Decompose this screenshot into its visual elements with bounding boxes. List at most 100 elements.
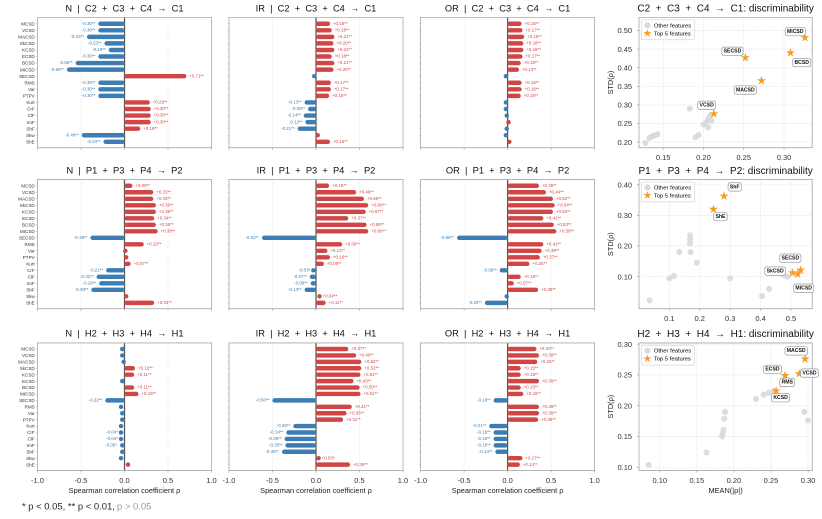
svg-text:0.0: 0.0 [119, 476, 129, 485]
svg-text:+0.36**: +0.36** [159, 209, 174, 214]
svg-text:MCSD: MCSD [21, 347, 35, 352]
svg-text:-0.30**: -0.30** [82, 80, 96, 85]
svg-text:0.2: 0.2 [695, 314, 705, 323]
svg-text:-0.35**: -0.35** [269, 442, 283, 447]
svg-text:-0.50**: -0.50** [256, 398, 270, 403]
svg-text:+0.35**: +0.35** [541, 417, 556, 422]
svg-text:IR | H2 + H3 + H4 → H1: IR | H2 + H3 + H4 → H1 [256, 329, 377, 339]
svg-text:+0.60**: +0.60** [371, 228, 386, 233]
svg-text:MICSD: MICSD [20, 229, 35, 234]
svg-text:-0.03*: -0.03* [299, 267, 311, 272]
svg-text:0.20: 0.20 [617, 401, 632, 410]
svg-text:+0.16**: +0.16** [525, 86, 540, 91]
svg-text:Var: Var [28, 411, 35, 416]
svg-text:-0.49**: -0.49** [65, 132, 79, 137]
svg-text:+0.20**: +0.20** [336, 67, 351, 72]
svg-text:KCSD: KCSD [773, 395, 788, 401]
svg-text:+0.16**: +0.16** [333, 139, 348, 144]
svg-text:0.5: 0.5 [163, 476, 173, 485]
svg-text:-0.38**: -0.38** [75, 287, 89, 292]
svg-text:Skw: Skw [26, 456, 35, 461]
svg-text:-0.21**: -0.21** [473, 423, 487, 428]
svg-text:+0.53**: +0.53** [557, 222, 572, 227]
svg-text:ECSD: ECSD [22, 54, 35, 59]
svg-text:0.25: 0.25 [736, 153, 751, 162]
svg-text:+0.09**: +0.09** [327, 261, 342, 266]
svg-text:+0.15**: +0.15** [524, 365, 539, 370]
svg-text:-1.0: -1.0 [223, 476, 236, 485]
svg-text:0.25: 0.25 [617, 371, 632, 380]
svg-text:RMS: RMS [25, 80, 35, 85]
svg-text:+0.15**: +0.15** [524, 274, 539, 279]
svg-text:BCSD: BCSD [794, 60, 809, 66]
svg-text:0.30: 0.30 [617, 211, 632, 220]
svg-text:0.10: 0.10 [617, 463, 632, 472]
svg-text:VCSD: VCSD [22, 190, 35, 195]
svg-text:-0.5: -0.5 [75, 476, 88, 485]
svg-text:-0.18**: -0.18** [92, 47, 106, 52]
svg-text:KCSD: KCSD [22, 372, 35, 377]
svg-text:+0.37**: +0.37** [351, 215, 366, 220]
svg-text:-0.14**: -0.14** [479, 449, 493, 454]
svg-text:+0.13**: +0.13** [522, 67, 537, 72]
svg-text:-0.30**: -0.30** [82, 27, 96, 32]
svg-text:Other features: Other features [654, 185, 691, 191]
svg-text:+0.15**: +0.15** [524, 60, 539, 65]
svg-text:BCSD: BCSD [22, 385, 35, 390]
svg-text:+0.39**: +0.39** [545, 248, 560, 253]
svg-text:ShF: ShF [730, 184, 740, 190]
svg-text:0.20: 0.20 [617, 242, 632, 251]
svg-text:ShF: ShF [26, 449, 35, 454]
svg-text:PTPV: PTPV [23, 94, 36, 99]
svg-text:MACSD: MACSD [736, 87, 755, 93]
svg-text:+0.36**: +0.36** [542, 378, 557, 383]
svg-text:+0.52**: +0.52** [364, 365, 379, 370]
svg-text:Var: Var [28, 87, 35, 92]
svg-text:+0.14**: +0.14** [523, 462, 538, 467]
svg-text:ShE: ShE [715, 214, 726, 220]
svg-text:+0.33**: +0.33** [539, 346, 554, 351]
svg-text:+0.17**: +0.17** [525, 455, 540, 460]
svg-text:+0.41**: +0.41** [546, 215, 561, 220]
svg-text:0.0: 0.0 [502, 476, 512, 485]
svg-text:0.1: 0.1 [664, 314, 674, 323]
svg-text:+0.36**: +0.36** [159, 202, 174, 207]
svg-text:+0.18**: +0.18** [335, 27, 350, 32]
svg-text:+0.17**: +0.17** [525, 27, 540, 32]
svg-text:RMS: RMS [25, 242, 35, 247]
svg-text:Other features: Other features [654, 349, 691, 355]
svg-text:STD(ρ): STD(ρ) [606, 395, 615, 419]
svg-text:1.0: 1.0 [589, 476, 599, 485]
svg-text:VCSD: VCSD [22, 353, 35, 358]
svg-text:+0.44**: +0.44** [549, 189, 564, 194]
svg-text:+0.17**: +0.17** [525, 54, 540, 59]
svg-text:-0.06**: -0.06** [294, 280, 308, 285]
svg-text:H2 + H3 + H4 → H1: discr: H2 + H3 + H4 → H1: discriminability [637, 329, 813, 340]
svg-text:+0.58**: +0.58** [370, 222, 385, 227]
svg-text:+0.18**: +0.18** [526, 47, 541, 52]
svg-text:+0.52**: +0.52** [364, 359, 379, 364]
svg-text:-0.13**: -0.13** [288, 287, 302, 292]
svg-text:+0.15**: +0.15** [524, 372, 539, 377]
svg-text:+0.15**: +0.15** [524, 385, 539, 390]
svg-text:+0.30**: +0.30** [345, 241, 360, 246]
svg-text:-0.21**: -0.21** [90, 267, 104, 272]
svg-text:KCSD: KCSD [22, 48, 35, 53]
svg-text:N | C2 + C3 + C4 → C1: N | C2 + C3 + C4 → C1 [65, 3, 183, 13]
svg-text:0.50: 0.50 [617, 26, 632, 35]
svg-text:+0.54**: +0.54** [558, 202, 573, 207]
svg-text:MEAN(|ρ|): MEAN(|ρ|) [709, 486, 743, 495]
svg-text:VCSD: VCSD [802, 370, 817, 376]
svg-text:SkCSD: SkCSD [20, 203, 36, 208]
svg-text:Other features: Other features [654, 23, 691, 29]
svg-text:0.4: 0.4 [755, 314, 765, 323]
svg-text:+0.33**: +0.33** [156, 189, 171, 194]
svg-text:ImF: ImF [27, 281, 35, 286]
svg-text:+0.34**: +0.34** [540, 359, 555, 364]
svg-text:-0.21**: -0.21** [281, 126, 295, 131]
svg-text:+0.04**: +0.04** [323, 293, 338, 298]
svg-text:0.45: 0.45 [617, 45, 632, 54]
svg-text:-0.30**: -0.30** [82, 93, 96, 98]
svg-text:0.15: 0.15 [656, 153, 671, 162]
svg-text:MACSD: MACSD [18, 196, 35, 201]
